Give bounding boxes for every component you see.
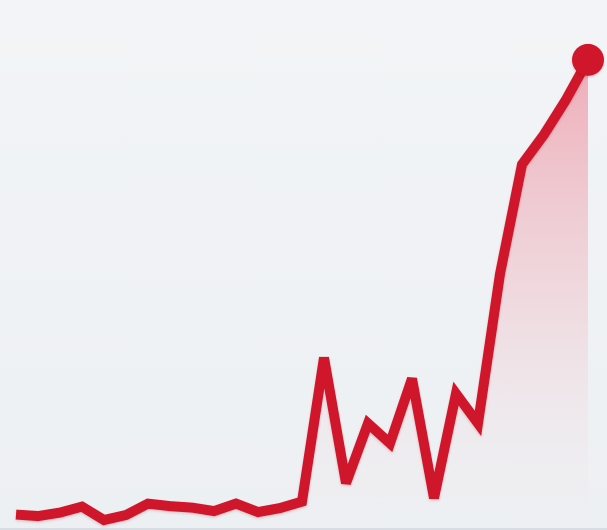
series-line	[15, 57, 593, 526]
last-point-marker	[572, 43, 604, 76]
point-group	[572, 43, 604, 76]
line-group	[15, 57, 593, 526]
area-group	[16, 59, 588, 528]
area-fill	[16, 59, 588, 528]
